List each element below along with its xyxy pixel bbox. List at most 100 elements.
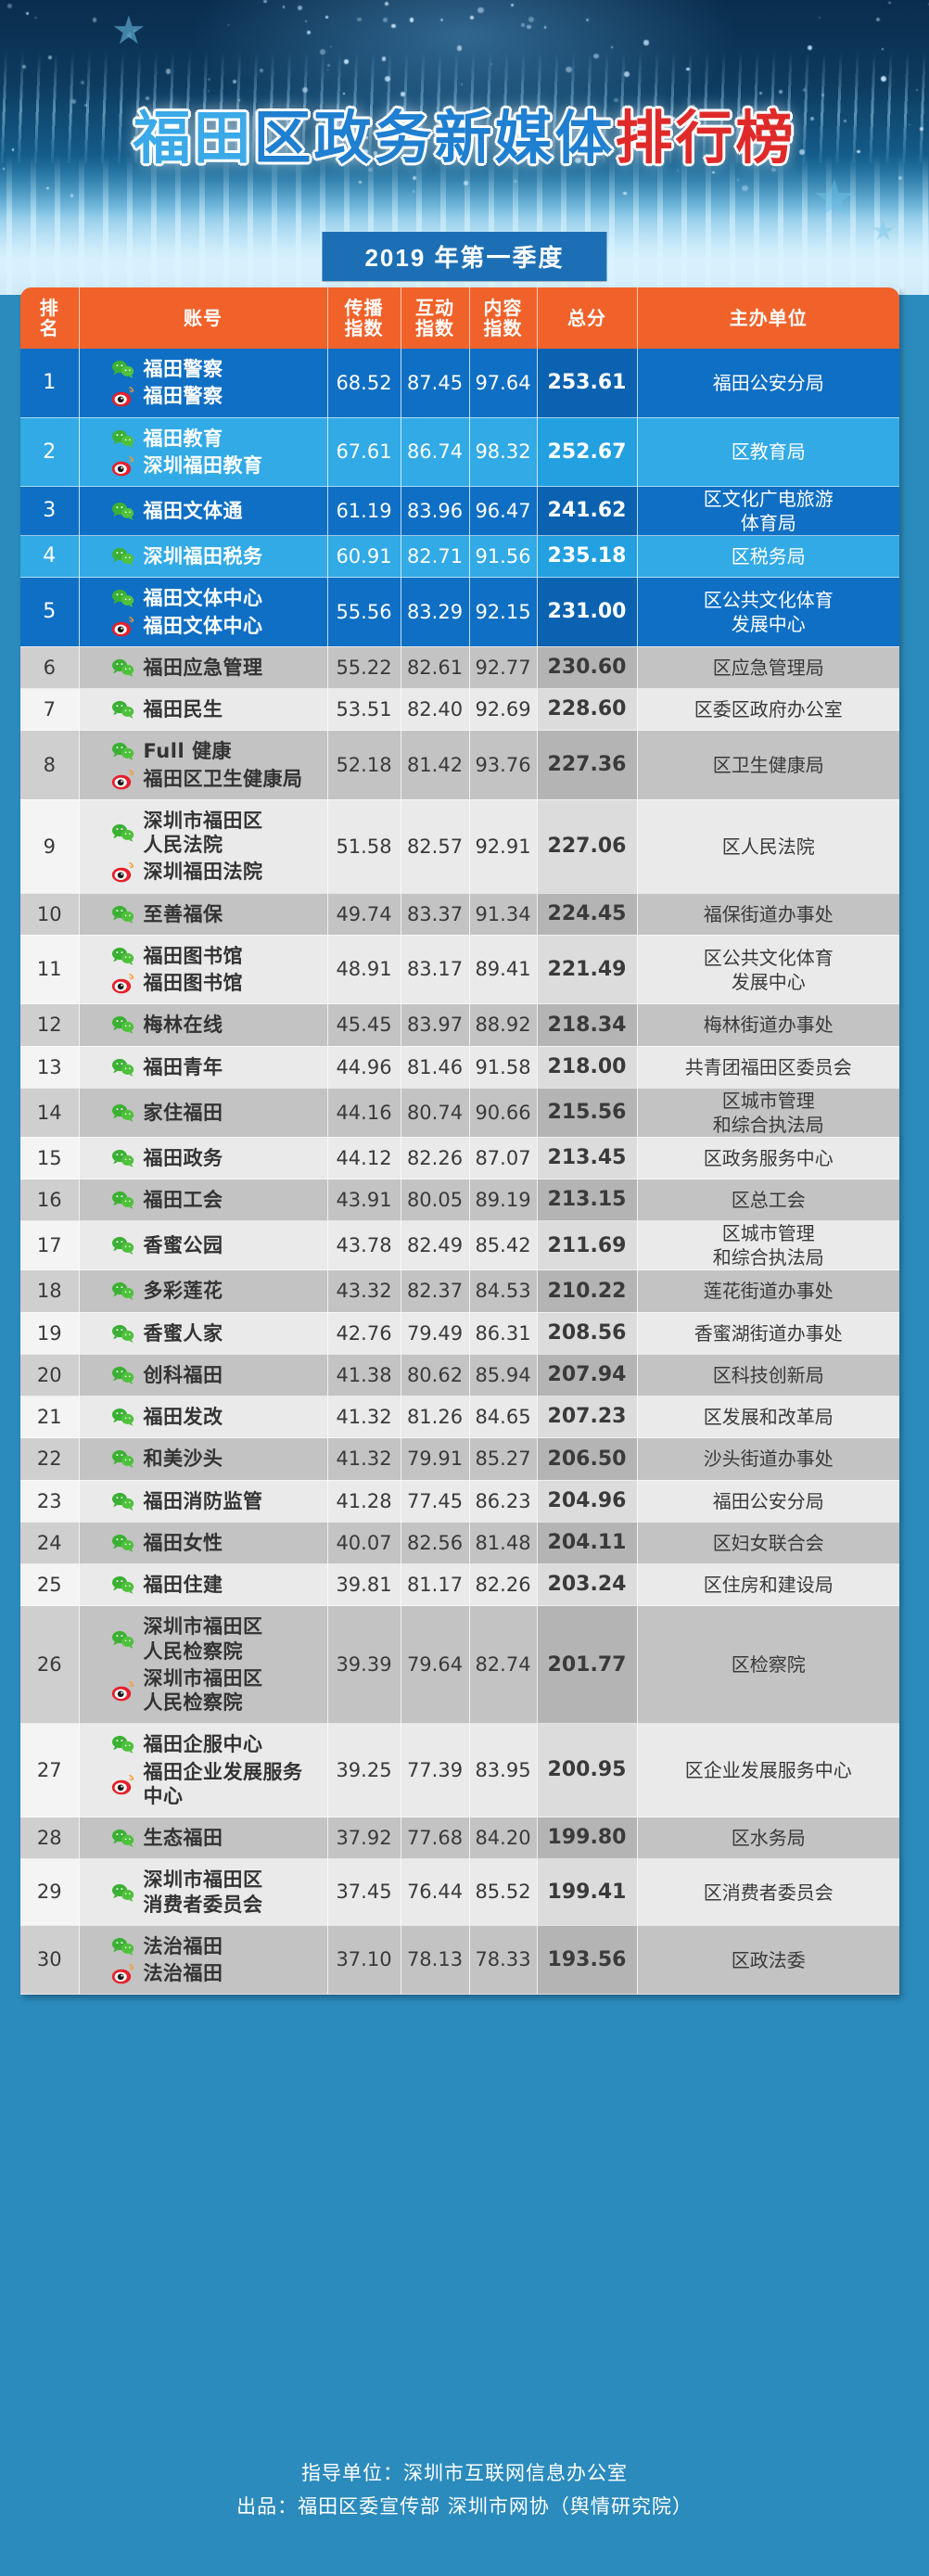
account-entry[interactable]: 深圳市福田区 消费者委员会 [111, 1868, 327, 1917]
hero-banner: ★ ★ ★ 福田区政务新媒体排行榜 2019 年第一季度 [0, 0, 929, 295]
account-entry[interactable]: 福田教育 [111, 427, 327, 451]
account-entry[interactable]: 创科福田 [111, 1363, 327, 1387]
wechat-icon [111, 1190, 135, 1210]
table-row[interactable]: 30 法治福田 法治福田 37.10 78.13 78.33 193.56 区政法委 [20, 1925, 899, 1995]
account-entry[interactable]: 福田文体中心 [111, 586, 327, 610]
account-entry[interactable]: 福田文体中心 [111, 614, 327, 638]
account-entry[interactable]: 福田女性 [111, 1531, 327, 1555]
table-row[interactable]: 9 深圳市福田区 人民法院 深圳福田法院 51.58 82.57 92.91 227.06 区人… [20, 799, 899, 893]
table-row[interactable]: 28 生态福田 37.92 77.68 84.20 199.80 区水务局 [20, 1817, 899, 1859]
cell-account: 深圳市福田区 人民法院 深圳福田法院 [79, 799, 328, 893]
cell-total-score: 218.34 [537, 1003, 638, 1046]
table-row[interactable]: 26 深圳市福田区 人民检察院 深圳市福田区 人民检察院 39.39 79.64 82.74 2… [20, 1605, 899, 1724]
account-entry[interactable]: 福田青年 [111, 1055, 327, 1079]
column-header-interact: 互动 指数 [401, 287, 470, 349]
cell-total-score: 211.69 [537, 1220, 638, 1270]
cell-total-score: 193.56 [537, 1925, 638, 1995]
account-entry[interactable]: 多彩莲花 [111, 1279, 327, 1303]
account-entry[interactable]: 福田应急管理 [111, 656, 327, 680]
table-row[interactable]: 1 福田警察 福田警察 68.52 87.45 97.64 253.61 福田公安分局 [20, 349, 899, 417]
table-row[interactable]: 18 多彩莲花 43.32 82.37 84.53 210.22 莲花街道办事处 [20, 1269, 899, 1312]
table-row[interactable]: 5 福田文体中心 福田文体中心 55.56 83.29 92.15 231.00 区公共文化体… [20, 577, 899, 647]
table-row[interactable]: 4 深圳福田税务 60.91 82.71 91.56 235.18 区税务局 [20, 535, 899, 578]
column-header-interact-line2: 指数 [415, 317, 454, 339]
account-entry[interactable]: 梅林在线 [111, 1013, 327, 1037]
account-entry[interactable]: 福田企服中心 [111, 1732, 327, 1756]
table-row[interactable]: 20 创科福田 41.38 80.62 85.94 207.94 区科技创新局 [20, 1354, 899, 1396]
table-row[interactable]: 8 Full 健康 福田区卫生健康局 52.18 81.42 93.76 227.36 区卫生… [20, 730, 899, 800]
cell-total-score: 218.00 [537, 1046, 638, 1089]
table-row[interactable]: 22 和美沙头 41.32 79.91 85.27 206.50 沙头街道办事处 [20, 1437, 899, 1480]
account-entry[interactable]: 家住福田 [111, 1101, 327, 1125]
account-entry[interactable]: 福田图书馆 [111, 971, 327, 995]
account-entry[interactable]: 深圳福田法院 [111, 860, 327, 884]
wechat-icon [111, 699, 135, 720]
account-entry[interactable]: 福田企业发展服务 中心 [111, 1760, 327, 1809]
account-entry[interactable]: 福田住建 [111, 1573, 327, 1597]
cell-total-score: 206.50 [537, 1437, 638, 1480]
table-row[interactable]: 21 福田发改 41.32 81.26 84.65 207.23 区发展和改革局 [20, 1396, 899, 1438]
account-entry[interactable]: 福田政务 [111, 1146, 327, 1170]
table-row[interactable]: 12 梅林在线 45.45 83.97 88.92 218.34 梅林街道办事处 [20, 1003, 899, 1046]
table-row[interactable]: 13 福田青年 44.96 81.46 91.58 218.00 共青团福田区委员会 [20, 1046, 899, 1089]
account-entry[interactable]: Full 健康 [111, 739, 327, 763]
cell-organizer: 区卫生健康局 [637, 730, 899, 800]
cell-account: 福田发改 [79, 1396, 328, 1438]
account-entry[interactable]: 深圳市福田区 人民检察院 [111, 1666, 327, 1715]
table-row[interactable]: 24 福田女性 40.07 82.56 81.48 204.11 区妇女联合会 [20, 1522, 899, 1564]
cell-content-index: 91.56 [469, 535, 538, 578]
table-row[interactable]: 6 福田应急管理 55.22 82.61 92.77 230.60 区应急管理局 [20, 646, 899, 689]
account-entry[interactable]: 和美沙头 [111, 1447, 327, 1471]
table-row[interactable]: 2 福田教育 深圳福田教育 67.61 86.74 98.32 252.67 区教育局 [20, 417, 899, 487]
account-name: 深圳市福田区 消费者委员会 [143, 1868, 263, 1916]
account-entry[interactable]: 福田警察 [111, 357, 327, 381]
account-entry[interactable]: 福田警察 [111, 384, 327, 408]
account-entry[interactable]: 法治福田 [111, 1961, 327, 1985]
account-entry[interactable]: 福田文体通 [111, 499, 327, 523]
table-row[interactable]: 17 香蜜公园 43.78 82.49 85.42 211.69 区城市管理 和综合执法局 [20, 1220, 899, 1270]
table-row[interactable]: 10 至善福保 49.74 83.37 91.34 224.45 福保街道办事处 [20, 893, 899, 936]
cell-interaction-index: 82.57 [401, 799, 470, 893]
table-row[interactable]: 7 福田民生 53.51 82.40 92.69 228.60 区委区政府办公室 [20, 688, 899, 731]
account-entry[interactable]: 香蜜人家 [111, 1321, 327, 1345]
table-row[interactable]: 16 福田工会 43.91 80.05 89.19 213.15 区总工会 [20, 1179, 899, 1221]
cell-content-index: 92.91 [469, 799, 538, 893]
account-entry[interactable]: 深圳福田税务 [111, 544, 327, 568]
account-entry[interactable]: 至善福保 [111, 902, 327, 926]
table-row[interactable]: 14 家住福田 44.16 80.74 90.66 215.56 区城市管理 和综合执法局 [20, 1088, 899, 1138]
account-entry[interactable]: 深圳福田教育 [111, 453, 327, 478]
cell-rank: 12 [20, 1003, 80, 1046]
table-row[interactable]: 19 香蜜人家 42.76 79.49 86.31 208.56 香蜜湖街道办事处 [20, 1312, 899, 1355]
column-header-rank-line2: 名 [39, 317, 59, 339]
account-name: 多彩莲花 [143, 1280, 223, 1303]
account-entry[interactable]: 福田区卫生健康局 [111, 767, 327, 791]
cell-account: 香蜜人家 [79, 1312, 328, 1355]
account-entry[interactable]: 生态福田 [111, 1826, 327, 1850]
table-row[interactable]: 15 福田政务 44.12 82.26 87.07 213.45 区政务服务中心 [20, 1137, 899, 1180]
cell-organizer: 区人民法院 [637, 799, 899, 893]
cell-interaction-index: 81.46 [401, 1046, 470, 1089]
table-row[interactable]: 11 福田图书馆 福田图书馆 48.91 83.17 89.41 221.49 区公共文化体育… [20, 935, 899, 1004]
account-entry[interactable]: 法治福田 [111, 1934, 327, 1958]
account-entry[interactable]: 深圳市福田区 人民检察院 [111, 1614, 327, 1664]
cell-organizer: 共青团福田区委员会 [637, 1046, 899, 1089]
cell-total-score: 235.18 [537, 535, 638, 578]
account-entry[interactable]: 福田工会 [111, 1188, 327, 1212]
cell-total-score: 210.22 [537, 1269, 638, 1312]
account-entry[interactable]: 福田消防监管 [111, 1489, 327, 1513]
table-row[interactable]: 29 深圳市福田区 消费者委员会 37.45 76.44 85.52 199.41 区消费者委… [20, 1858, 899, 1926]
account-entry[interactable]: 香蜜公园 [111, 1233, 327, 1257]
account-entry[interactable]: 福田图书馆 [111, 944, 327, 968]
table-row[interactable]: 27 福田企服中心 福田企业发展服务 中心 39.25 77.39 83.95 200.95 区… [20, 1723, 899, 1817]
account-entry[interactable]: 福田民生 [111, 697, 327, 721]
column-header-spread-line2: 指数 [344, 317, 384, 339]
account-entry[interactable]: 福田发改 [111, 1405, 327, 1429]
account-name: 福田应急管理 [143, 656, 263, 679]
table-row[interactable]: 25 福田住建 39.81 81.17 82.26 203.24 区住房和建设局 [20, 1563, 899, 1606]
table-row[interactable]: 3 福田文体通 61.19 83.96 96.47 241.62 区文化广电旅游 体育局 [20, 486, 899, 536]
account-entry[interactable]: 深圳市福田区 人民法院 [111, 809, 327, 858]
table-row[interactable]: 23 福田消防监管 41.28 77.45 86.23 204.96 福田公安分局 [20, 1480, 899, 1523]
cell-spread-index: 42.76 [327, 1312, 401, 1355]
cell-rank: 8 [20, 730, 80, 800]
cell-spread-index: 40.07 [327, 1522, 401, 1564]
